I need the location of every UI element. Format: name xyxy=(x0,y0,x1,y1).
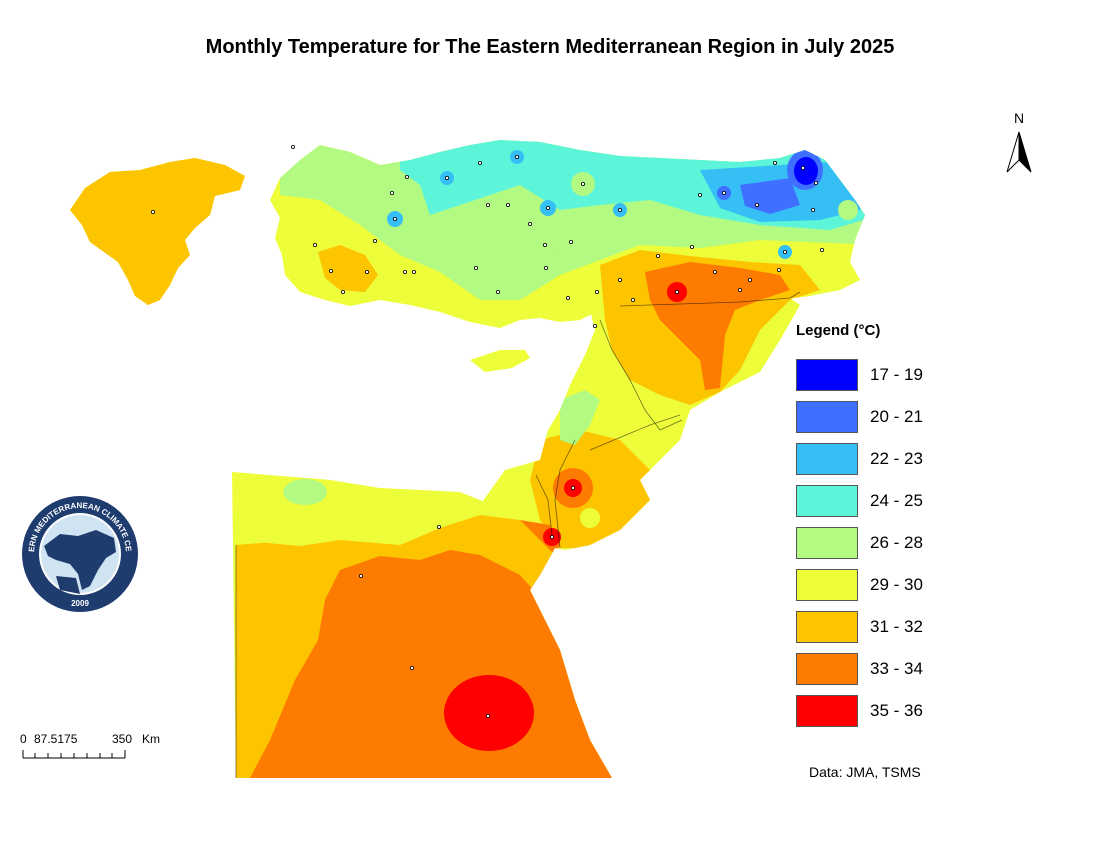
scale-bar: 0 87.5175 350 Km xyxy=(20,732,180,762)
legend-swatch xyxy=(796,527,858,559)
legend-swatch xyxy=(796,359,858,391)
scale-label-end: 350 xyxy=(112,732,133,746)
map-title: Monthly Temperature for The Eastern Medi… xyxy=(205,36,895,58)
scale-ticks xyxy=(22,750,126,759)
legend-label: 31 - 32 xyxy=(870,617,923,636)
legend: Legend (°C) 17 - 19 20 - 21 22 - 23 24 - 25… xyxy=(796,322,976,737)
legend-label: 29 - 30 xyxy=(870,575,923,594)
scale-label-unit: Km xyxy=(142,732,160,746)
country-borders xyxy=(235,291,801,778)
legend-item: 31 - 32 xyxy=(796,611,976,653)
legend-item: 33 - 34 xyxy=(796,653,976,695)
legend-label: 17 - 19 xyxy=(870,365,923,384)
data-source-credit: Data: JMA, TSMS xyxy=(809,764,921,780)
legend-item: 22 - 23 xyxy=(796,443,976,485)
legend-item: 20 - 21 xyxy=(796,401,976,443)
legend-label: 22 - 23 xyxy=(870,449,923,468)
legend-label: 20 - 21 xyxy=(870,407,923,426)
north-label: N xyxy=(1013,110,1025,126)
logo-year: 2009 xyxy=(71,599,89,608)
legend-label: 26 - 28 xyxy=(870,533,923,552)
north-arrow: N xyxy=(1002,110,1036,176)
emcc-logo: EASTERN MEDITERRANEAN CLIMATE CENTRE 200… xyxy=(20,494,138,612)
legend-swatch xyxy=(796,611,858,643)
station-markers xyxy=(150,144,825,719)
legend-item: 26 - 28 xyxy=(796,527,976,569)
legend-swatch xyxy=(796,443,858,475)
legend-swatch xyxy=(796,485,858,517)
legend-title: Legend (°C) xyxy=(796,322,881,339)
legend-item: 35 - 36 xyxy=(796,695,976,737)
scale-label-mid: 87.5175 xyxy=(34,732,78,746)
legend-item: 24 - 25 xyxy=(796,485,976,527)
legend-label: 33 - 34 xyxy=(870,659,923,678)
legend-swatch xyxy=(796,653,858,685)
legend-items: 17 - 19 20 - 21 22 - 23 24 - 25 26 - 28 29 - … xyxy=(796,359,976,737)
scale-label-0: 0 xyxy=(20,732,27,746)
legend-label: 24 - 25 xyxy=(870,491,923,510)
legend-label: 35 - 36 xyxy=(870,701,923,720)
legend-swatch xyxy=(796,401,858,433)
legend-item: 17 - 19 xyxy=(796,359,976,401)
legend-swatch xyxy=(796,569,858,601)
legend-swatch xyxy=(796,695,858,727)
north-arrow-icon xyxy=(1006,131,1032,173)
legend-item: 29 - 30 xyxy=(796,569,976,611)
